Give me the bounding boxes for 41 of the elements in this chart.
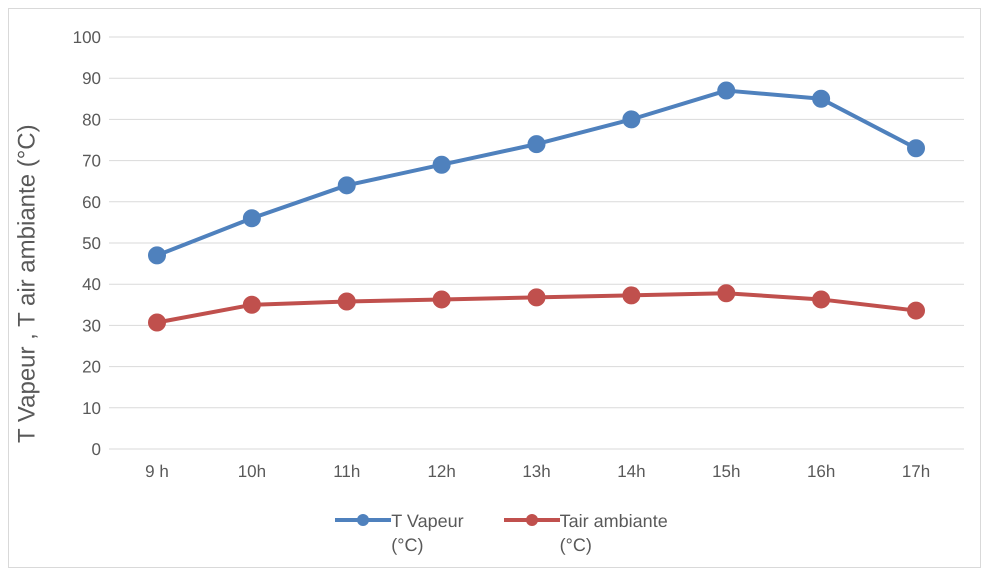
point bbox=[907, 302, 925, 320]
y-tick-label: 50 bbox=[82, 234, 101, 254]
x-tick-label: 13h bbox=[522, 462, 551, 482]
x-tick-label: 10h bbox=[238, 462, 266, 482]
y-tick-label: 0 bbox=[92, 440, 101, 460]
point bbox=[812, 290, 830, 308]
legend-label: Tair ambiante (°C) bbox=[560, 510, 668, 557]
x-tick-label: 14h bbox=[617, 462, 646, 482]
legend-label: T Vapeur (°C) bbox=[391, 510, 464, 557]
x-tick-label: 15h bbox=[712, 462, 740, 482]
point bbox=[242, 209, 261, 228]
x-tick-label: 9 h bbox=[145, 462, 169, 482]
point bbox=[432, 156, 451, 174]
point bbox=[622, 286, 640, 304]
x-tick-label: 12h bbox=[427, 462, 456, 482]
y-axis-title: T Vapeur , T air ambiante (°C) bbox=[14, 124, 41, 443]
y-tick-label: 70 bbox=[82, 152, 101, 171]
point bbox=[907, 139, 925, 158]
y-tick-label: 60 bbox=[82, 192, 101, 212]
x-tick-label: 16h bbox=[806, 462, 836, 482]
y-tick-label: 20 bbox=[82, 358, 101, 377]
x-tick-label: 11h bbox=[333, 462, 360, 482]
point bbox=[338, 292, 356, 311]
point bbox=[338, 176, 356, 194]
point bbox=[148, 246, 166, 264]
point bbox=[242, 296, 261, 314]
y-tick-label: 100 bbox=[72, 28, 101, 48]
point bbox=[432, 290, 451, 308]
y-tick-label: 80 bbox=[82, 110, 101, 130]
point bbox=[528, 135, 546, 154]
y-tick-label: 30 bbox=[82, 316, 101, 336]
y-tick-label: 10 bbox=[82, 398, 101, 418]
point bbox=[148, 314, 166, 332]
point bbox=[717, 82, 736, 100]
point bbox=[622, 110, 640, 128]
x-tick-label: 17h bbox=[902, 462, 930, 482]
y-tick-label: 40 bbox=[82, 275, 101, 294]
point bbox=[812, 90, 830, 108]
y-tick-label: 90 bbox=[82, 69, 101, 88]
point bbox=[528, 288, 546, 306]
point bbox=[717, 284, 736, 302]
